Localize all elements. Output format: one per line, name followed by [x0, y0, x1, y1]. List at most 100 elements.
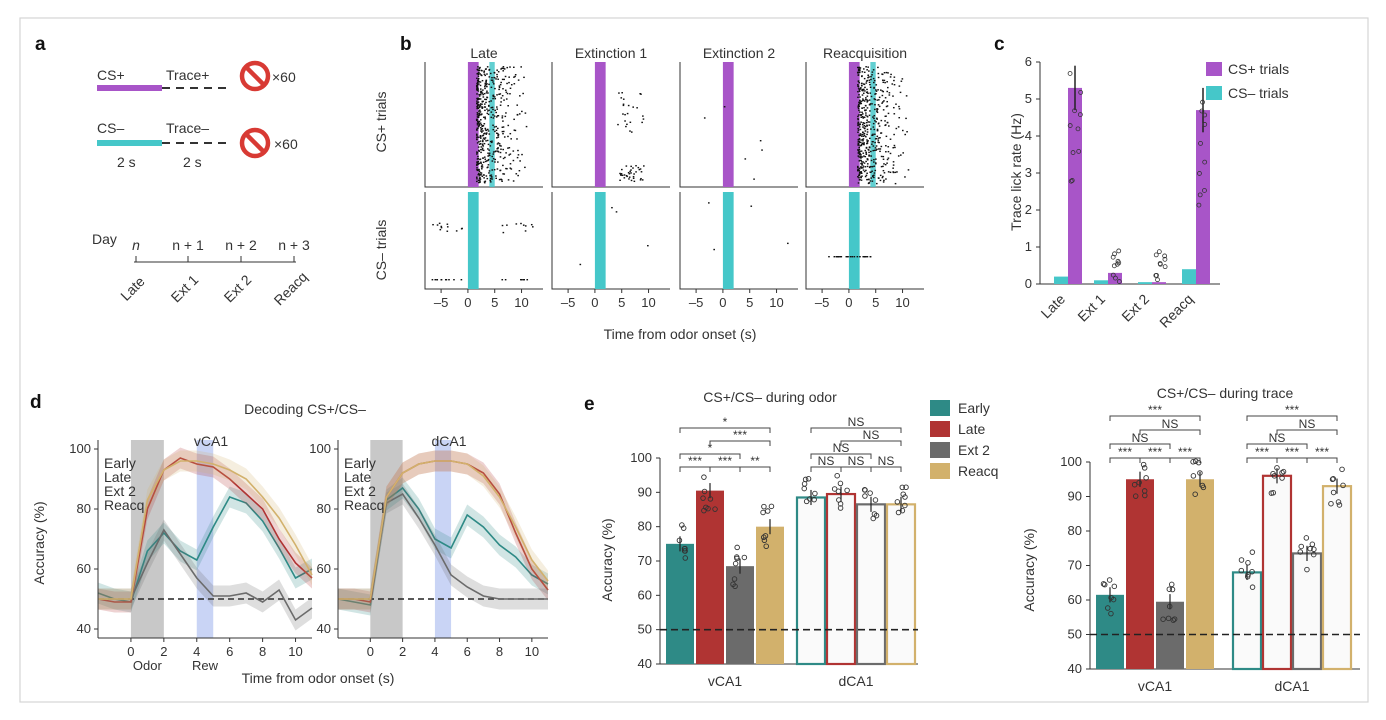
- lick-mark: [502, 70, 505, 72]
- odor-bar-cs-plus: [467, 62, 479, 187]
- lick-mark: [484, 160, 487, 163]
- lick-mark: [478, 173, 481, 176]
- lick-mark: [744, 158, 747, 160]
- lick-mark: [869, 92, 872, 94]
- lick-mark: [869, 83, 871, 86]
- lick-mark: [866, 133, 868, 136]
- lick-mark: [881, 73, 884, 76]
- raster-xtick-label: 5: [746, 295, 753, 310]
- lick-mark: [483, 103, 486, 105]
- lick-mark: [625, 174, 628, 177]
- lick-mark: [626, 175, 628, 178]
- lick-mark: [490, 79, 493, 81]
- lick-mark: [863, 143, 865, 146]
- lick-mark: [871, 71, 874, 73]
- lick-mark: [866, 95, 869, 97]
- lick-mark: [869, 110, 871, 112]
- lick-mark: [882, 181, 885, 183]
- legend-swatch-late: [930, 421, 950, 437]
- lick-mark: [512, 180, 515, 182]
- lick-mark: [495, 129, 498, 132]
- raster-axis: [679, 62, 798, 188]
- lick-mark: [828, 256, 830, 258]
- lick-mark: [477, 90, 480, 92]
- significance-label: ***: [1315, 445, 1329, 459]
- panel-e-ytick-label: 50: [1068, 627, 1082, 642]
- lick-mark: [526, 279, 529, 281]
- panel-e-ytick-label: 100: [1060, 454, 1082, 469]
- lick-mark: [860, 102, 863, 105]
- lick-mark: [859, 123, 861, 126]
- lick-mark: [515, 173, 518, 175]
- lick-mark: [866, 69, 868, 71]
- lick-mark: [839, 256, 842, 258]
- significance-bracket: [1276, 429, 1338, 435]
- panel-c-letter: c: [994, 34, 1005, 55]
- data-point: [1162, 253, 1168, 259]
- lick-mark: [493, 71, 496, 74]
- data-point: [1279, 475, 1285, 481]
- lick-mark: [507, 135, 509, 138]
- lick-mark: [872, 145, 875, 147]
- significance-label: ***: [1178, 445, 1192, 459]
- bar-Ext 2-dCA1: [1291, 552, 1323, 671]
- lick-mark: [484, 87, 486, 90]
- lick-mark: [446, 226, 449, 228]
- panel-d-ytick-label: 80: [317, 501, 331, 516]
- lick-mark: [878, 99, 880, 101]
- lick-mark: [475, 119, 478, 122]
- lick-mark: [868, 114, 871, 117]
- lick-mark: [476, 134, 478, 136]
- lick-mark: [500, 178, 502, 181]
- lick-mark: [858, 179, 861, 181]
- lick-mark: [876, 148, 878, 151]
- data-point: [1141, 465, 1148, 471]
- lick-mark: [860, 144, 863, 147]
- lick-mark: [477, 146, 480, 148]
- lick-mark: [885, 105, 888, 108]
- lick-mark: [481, 106, 483, 108]
- lick-mark: [621, 92, 623, 94]
- lick-mark: [509, 167, 512, 169]
- lick-mark: [869, 103, 872, 105]
- panel-c: c Trace lick rate (Hz) 0 1 2 3 4 5 6 Late Ext 1 E…: [994, 34, 1289, 331]
- lick-mark: [630, 165, 632, 168]
- significance-bracket: [810, 427, 902, 433]
- lick-mark: [874, 138, 877, 140]
- lick-mark: [859, 152, 861, 155]
- lick-mark: [480, 92, 483, 94]
- lick-mark: [476, 87, 479, 89]
- data-point: [1068, 178, 1074, 184]
- lick-mark: [859, 111, 861, 113]
- raster-column-title: Extinction 1: [575, 45, 648, 61]
- lick-mark: [478, 143, 481, 145]
- reward-band: [196, 440, 214, 638]
- data-point: [1077, 112, 1083, 118]
- lick-mark: [499, 93, 502, 95]
- lick-mark: [853, 256, 856, 258]
- lick-mark: [478, 120, 481, 123]
- lick-mark: [502, 67, 505, 70]
- lick-mark: [632, 167, 634, 169]
- lick-mark: [480, 146, 483, 148]
- significance-bracket: [739, 466, 771, 472]
- lick-mark: [496, 115, 499, 117]
- lick-mark: [476, 107, 479, 109]
- lick-mark: [476, 83, 479, 86]
- data-point: [812, 490, 818, 497]
- lick-mark: [861, 71, 864, 73]
- panel-b-letter: b: [400, 34, 412, 55]
- lick-mark: [480, 161, 482, 163]
- lick-mark: [889, 138, 892, 140]
- lick-mark: [857, 168, 859, 171]
- lick-mark: [859, 141, 862, 144]
- lick-mark: [860, 167, 863, 169]
- lick-mark: [499, 151, 502, 154]
- data-point: [1157, 261, 1163, 267]
- lick-mark: [486, 96, 488, 99]
- lick-mark: [865, 174, 868, 177]
- lick-mark: [479, 181, 481, 184]
- raster-axis: [805, 62, 924, 188]
- lick-mark: [521, 153, 523, 156]
- lick-mark: [487, 143, 490, 146]
